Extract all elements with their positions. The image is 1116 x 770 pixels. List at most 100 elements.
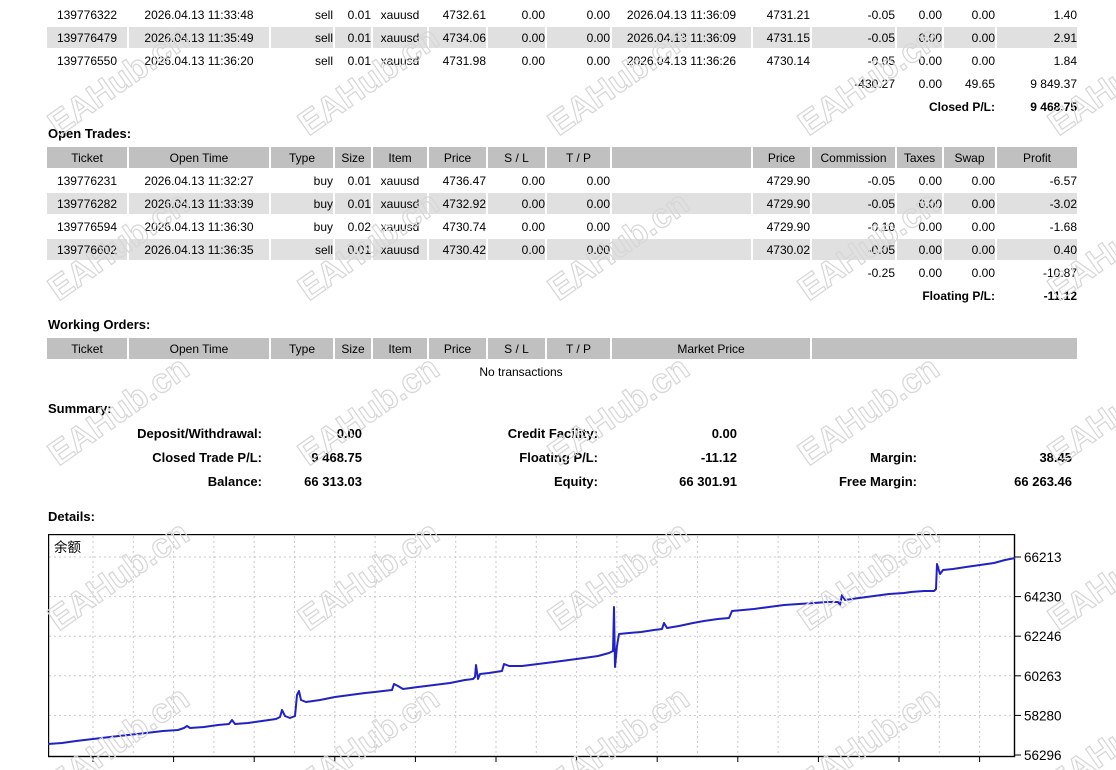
cell: Item: [373, 147, 427, 168]
cell: 2026.04.13 11:32:27: [144, 173, 254, 188]
table-row: 139776231 2026.04.13 11:32:27 buy 0.01 xauus…: [47, 170, 1077, 191]
cell: 0.01: [347, 7, 371, 22]
cell: 4729.90: [766, 219, 810, 234]
cell: Open Time: [129, 147, 269, 168]
balance-line: [48, 557, 1016, 745]
cell: 139776282: [47, 193, 127, 214]
cell: 4731.21: [766, 7, 810, 22]
totals-row: -430.27 0.00 49.65 9 849.37: [47, 73, 1077, 94]
cell: 0.00: [918, 265, 942, 280]
summary-heading: Summary:: [48, 401, 112, 416]
cell: 0.00: [521, 219, 545, 234]
cell: 0.01: [347, 173, 371, 188]
cell: -1.68: [1049, 219, 1077, 234]
summary-row: Deposit/Withdrawal: 0.00 Credit Facility…: [45, 421, 1075, 445]
summary-label: Equity:: [553, 473, 598, 489]
cell: [612, 193, 751, 214]
cell: buy: [313, 173, 333, 188]
cell: 0.00: [586, 7, 610, 22]
cell: Market Price: [612, 338, 811, 359]
cell: [612, 170, 751, 191]
cell: S / L: [488, 147, 545, 168]
cell: -0.05: [867, 173, 895, 188]
cell: [997, 361, 1077, 382]
cell: sell: [314, 7, 333, 22]
cell: 0.00: [547, 27, 610, 48]
no-transactions-row: No transactions: [47, 361, 1077, 382]
cell: 1.40: [1053, 7, 1077, 22]
cell: 0.01: [347, 53, 371, 68]
cell: -0.05: [867, 7, 895, 22]
cell: 4731.15: [753, 27, 810, 48]
cell: [612, 216, 751, 237]
cell: 0.00: [918, 219, 942, 234]
cell: 0.00: [547, 193, 610, 214]
cell: 0.01: [335, 239, 371, 260]
cell: 0.00: [918, 7, 942, 22]
cell: Price: [429, 147, 486, 168]
cell: 9 849.37: [1030, 76, 1077, 91]
cell: 2026.04.13 11:36:26: [626, 53, 737, 68]
cell: -0.05: [867, 53, 895, 68]
cell: Commission: [812, 147, 895, 168]
cell: Open Time: [129, 338, 269, 359]
cell: -0.05: [812, 239, 895, 260]
table-row: 139776550 2026.04.13 11:36:20 sell 0.01 xauu…: [47, 50, 1077, 71]
cell: 0.00: [944, 239, 995, 260]
cell: sell: [271, 239, 333, 260]
cell: 4731.98: [442, 53, 486, 68]
totals-row: -0.25 0.00 0.00 -10.87: [47, 262, 1077, 283]
cell: xauusd: [380, 173, 420, 188]
cell: 0.00: [547, 239, 610, 260]
summary-value: 0.00: [336, 425, 362, 441]
cell: 4729.90: [766, 173, 810, 188]
cell: 0.00: [488, 239, 545, 260]
cell: 0.00: [918, 53, 942, 68]
table-row: 139776479 2026.04.13 11:35:49 sell 0.01 xauu…: [47, 27, 1077, 48]
summary-value: 66 263.46: [1014, 473, 1072, 489]
cell: Price: [429, 338, 486, 359]
cell: xauusd: [380, 219, 420, 234]
cell: Floating P/L:: [922, 288, 995, 303]
y-axis-label: 56296: [1024, 748, 1062, 763]
cell: 139776231: [56, 173, 118, 188]
cell: 0.00: [971, 265, 995, 280]
cell: 0.00: [586, 219, 610, 234]
table-row: 139776602 2026.04.13 11:36:35 sell 0.01 xauu…: [47, 239, 1077, 260]
floating-pl-row: Floating P/L: -11.12: [47, 285, 1077, 306]
cell: S / L: [488, 338, 545, 359]
cell: 0.01: [335, 193, 371, 214]
y-axis-label: 66213: [1024, 550, 1062, 565]
cell: [612, 147, 751, 168]
cell: 4730.14: [766, 53, 810, 68]
summary-label: Closed Trade P/L:: [152, 449, 262, 465]
cell: -10.87: [1042, 265, 1077, 280]
cell: [47, 73, 810, 94]
cell: 0.00: [971, 7, 995, 22]
cell: 0.00: [918, 76, 942, 91]
open-trades-heading: Open Trades:: [48, 126, 132, 141]
summary-label: Deposit/Withdrawal:: [137, 425, 262, 441]
cell: [612, 239, 751, 260]
cell: 0.00: [897, 239, 942, 260]
details-heading: Details:: [48, 509, 95, 524]
summary-value: 66 301.91: [679, 473, 737, 489]
summary-value: 9 468.75: [311, 449, 362, 465]
cell: Type: [271, 147, 333, 168]
cell: 2026.04.13 11:33:39: [129, 193, 269, 214]
summary-label: [740, 421, 920, 445]
cell: -0.05: [812, 193, 895, 214]
cell: T / P: [547, 338, 610, 359]
closed-pl-row: Closed P/L: 9 468.75: [47, 96, 1077, 117]
cell: 2026.04.13 11:35:49: [129, 27, 269, 48]
cell: 0.02: [347, 219, 371, 234]
cell: [812, 338, 1078, 359]
summary-value: 66 313.03: [304, 473, 362, 489]
cell: -430.27: [854, 76, 895, 91]
cell: -0.10: [867, 219, 895, 234]
cell: Profit: [997, 147, 1077, 168]
cell: 2026.04.13 11:36:09: [612, 27, 751, 48]
cell: 0.00: [586, 53, 610, 68]
